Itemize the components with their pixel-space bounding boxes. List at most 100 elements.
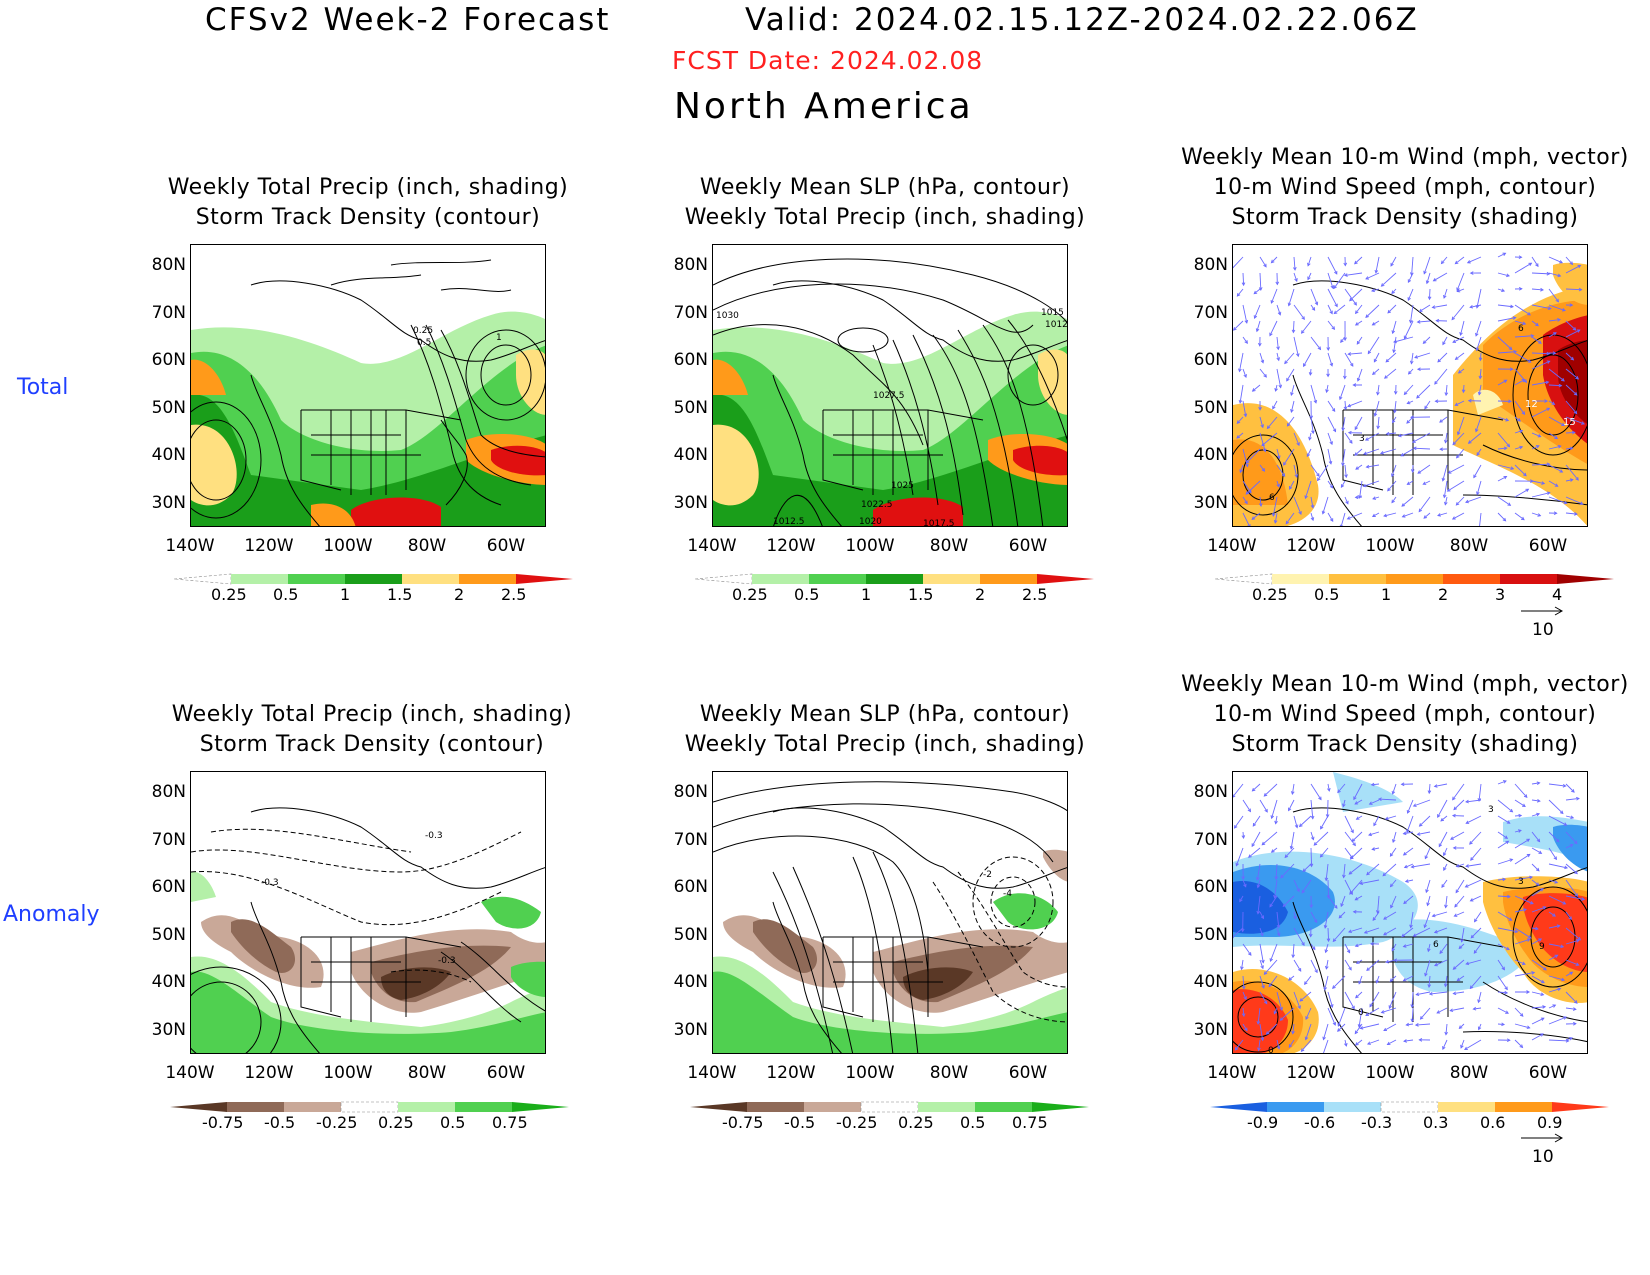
wind-vector-head bbox=[1355, 994, 1359, 999]
colorbar-segment bbox=[170, 1102, 227, 1112]
wind-vector-head bbox=[1543, 967, 1547, 971]
wind-vector-head bbox=[1274, 876, 1279, 881]
wind-vector bbox=[1479, 352, 1482, 361]
wind-vector-head bbox=[1467, 398, 1472, 403]
colorbar-segment bbox=[398, 1102, 455, 1112]
wind-vector bbox=[1363, 480, 1380, 487]
wind-vector bbox=[1317, 464, 1329, 481]
wind-vector-head bbox=[1403, 864, 1408, 869]
wind-vector-head bbox=[1452, 441, 1457, 446]
wind-vector bbox=[1548, 332, 1557, 338]
wind-vector bbox=[1268, 975, 1278, 987]
wind-vector-head bbox=[1551, 401, 1556, 405]
contour-label: 0.5 bbox=[417, 338, 431, 348]
wind-vector-head bbox=[1298, 511, 1302, 516]
wind-vector-head bbox=[1522, 803, 1526, 807]
wind-vector bbox=[1497, 911, 1512, 921]
wind-vector-head bbox=[1521, 961, 1526, 965]
lat-tick-label: 70N bbox=[151, 302, 186, 323]
wind-vector-head bbox=[1570, 356, 1575, 361]
wind-vector-head bbox=[1296, 888, 1300, 893]
wind-vector-head bbox=[1545, 380, 1550, 385]
wind-vector-head bbox=[1324, 949, 1329, 954]
wind-vector bbox=[1443, 847, 1448, 856]
wind-vector-head bbox=[1409, 319, 1413, 324]
wind-vector-head bbox=[1243, 413, 1248, 418]
wind-vector-head bbox=[1290, 409, 1294, 413]
colorbar-tick-label: 0.75 bbox=[492, 1113, 528, 1132]
wind-vector-head bbox=[1283, 461, 1287, 466]
wind-vector bbox=[1460, 1039, 1465, 1048]
wind-vector-head bbox=[1509, 367, 1514, 371]
colorbar-tick-label: 0.3 bbox=[1423, 1113, 1449, 1132]
wind-vector bbox=[1261, 432, 1278, 446]
wind-vector bbox=[1531, 888, 1544, 897]
wind-vector-head bbox=[1452, 796, 1456, 801]
wind-vector bbox=[1242, 272, 1245, 286]
wind-vector-head bbox=[1423, 270, 1427, 275]
wind-vector-head bbox=[1508, 346, 1513, 351]
wind-vector bbox=[1565, 368, 1579, 380]
wind-vector-head bbox=[1526, 853, 1531, 858]
wind-vector-head bbox=[1270, 299, 1275, 304]
wind-vector bbox=[1497, 317, 1516, 322]
wind-vector-head bbox=[1304, 981, 1308, 986]
wind-vector bbox=[1274, 879, 1278, 898]
wind-vector bbox=[1497, 840, 1509, 849]
wind-vector bbox=[1467, 256, 1482, 264]
wind-vector-head bbox=[1456, 977, 1461, 982]
wind-vector-head bbox=[1340, 339, 1344, 343]
colorbar bbox=[695, 573, 1094, 585]
wind-vector bbox=[1428, 975, 1431, 988]
wind-vector bbox=[1424, 911, 1431, 928]
wind-vector bbox=[1264, 959, 1278, 975]
colorbar-segment bbox=[690, 1102, 747, 1112]
wind-vector bbox=[1254, 304, 1261, 319]
contour-label: 6 bbox=[1518, 324, 1524, 334]
wind-vector bbox=[1276, 927, 1280, 936]
wind-reference-label: 10 bbox=[1532, 620, 1554, 640]
wind-vector-head bbox=[1406, 400, 1411, 405]
wind-vector-head bbox=[1297, 968, 1302, 972]
wind-vector-head bbox=[1243, 374, 1247, 379]
colorbar-segment bbox=[1557, 574, 1614, 584]
wind-vector bbox=[1365, 1007, 1380, 1016]
wind-vector bbox=[1443, 863, 1448, 871]
wind-vector bbox=[1310, 911, 1318, 923]
wind-vector bbox=[1531, 959, 1547, 971]
wind-vector bbox=[1531, 906, 1546, 913]
wind-vector-head bbox=[1559, 469, 1564, 473]
wind-vector bbox=[1514, 908, 1527, 913]
wind-vector-head bbox=[1383, 932, 1387, 936]
wind-vector-head bbox=[1313, 842, 1318, 846]
wind-vector-head bbox=[1428, 991, 1433, 996]
wind-vector-head bbox=[1453, 806, 1458, 811]
wind-vector-head bbox=[1437, 814, 1441, 818]
wind-vector bbox=[1310, 959, 1318, 973]
wind-vector-head bbox=[1424, 855, 1428, 860]
wind-vector-head bbox=[1503, 475, 1508, 480]
wind-vector-head bbox=[1458, 945, 1463, 950]
wind-vector-head bbox=[1328, 460, 1333, 465]
lat-tick-label: 50N bbox=[1193, 924, 1228, 945]
wind-vector-head bbox=[1255, 876, 1260, 881]
wind-vector-head bbox=[1569, 844, 1574, 848]
wind-vector-head bbox=[1466, 260, 1471, 264]
wind-vector-head bbox=[1286, 422, 1291, 427]
wind-vector-head bbox=[1535, 882, 1540, 886]
wind-vector bbox=[1392, 831, 1397, 843]
wind-vector-head bbox=[1412, 439, 1416, 443]
panel-4-title-line1: Weekly Total Precip (inch, shading) bbox=[171, 702, 573, 727]
wind-vector-head bbox=[1440, 260, 1445, 265]
panel-6-title: Weekly Mean 10-m Wind (mph, vector) 10-m… bbox=[1165, 670, 1645, 760]
lon-tick-label: 140W bbox=[1207, 1063, 1257, 1083]
wind-vector bbox=[1236, 288, 1244, 297]
wind-vector bbox=[1450, 1007, 1465, 1012]
wind-vector-head bbox=[1403, 335, 1408, 340]
wind-vector-head bbox=[1258, 503, 1263, 507]
wind-vector bbox=[1366, 464, 1380, 468]
forecast-date: FCST Date: 2024.02.08 bbox=[672, 46, 984, 75]
colorbar-segment bbox=[1386, 574, 1443, 584]
wind-vector-head bbox=[1451, 316, 1456, 321]
wind-vector-head bbox=[1442, 852, 1447, 857]
